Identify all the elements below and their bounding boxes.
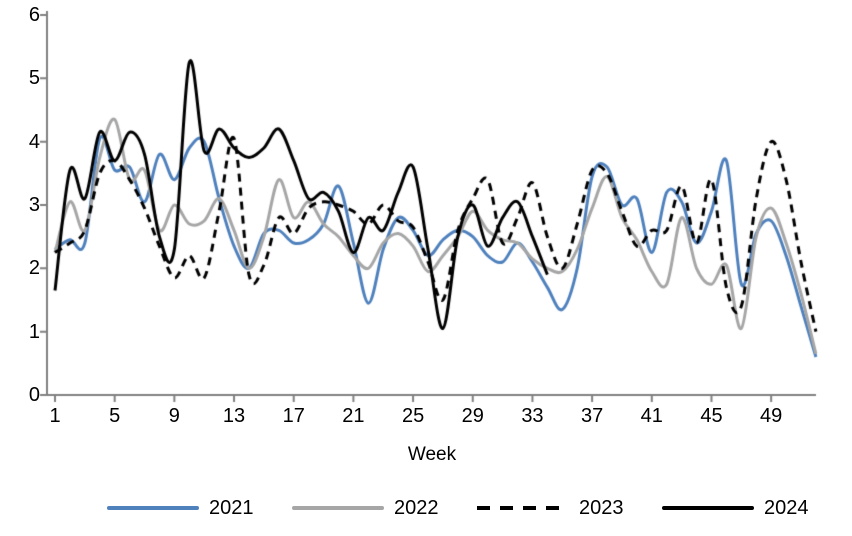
- legend-line-swatch-2023: [477, 506, 569, 510]
- legend-item-2023: 2023: [477, 495, 624, 521]
- x-tick-label-17: 17: [282, 405, 305, 427]
- legend-label-2022: 2022: [394, 497, 439, 519]
- x-tick-label-49: 49: [760, 405, 783, 427]
- legend-item-2021: 2021: [107, 495, 254, 521]
- legend-label-2023: 2023: [579, 497, 624, 519]
- y-tick-label-1: 1: [28, 320, 40, 343]
- y-tick-label-6: 6: [28, 4, 40, 26]
- y-tick-label-2: 2: [28, 257, 40, 280]
- x-tick-label-9: 9: [168, 405, 180, 427]
- x-tick-label-5: 5: [109, 405, 121, 427]
- x-tick-label-29: 29: [461, 405, 484, 427]
- x-tick-label-1: 1: [49, 405, 61, 427]
- legend-item-2022: 2022: [292, 495, 439, 521]
- x-tick-label-25: 25: [401, 405, 425, 427]
- y-tick-label-5: 5: [28, 67, 40, 90]
- y-tick-label-0: 0: [28, 384, 40, 406]
- x-tick-label-21: 21: [342, 405, 365, 427]
- legend-label-2024: 2024: [764, 497, 809, 519]
- legend-label-2021: 2021: [209, 497, 254, 519]
- x-axis-title: Week: [407, 444, 457, 465]
- x-tick-label-41: 41: [640, 405, 663, 427]
- legend-line-swatch-2022: [292, 506, 384, 510]
- x-tick-label-45: 45: [700, 405, 723, 427]
- x-tick-label-37: 37: [580, 405, 604, 427]
- y-tick-label-3: 3: [28, 194, 40, 216]
- x-tick-label-13: 13: [222, 405, 246, 427]
- x-tick-label-33: 33: [521, 405, 544, 427]
- y-tick-label-4: 4: [28, 130, 40, 153]
- legend-line-swatch-2024: [662, 506, 754, 510]
- legend-item-2024: 2024: [662, 495, 809, 521]
- legend-line-swatch-2021: [107, 506, 199, 510]
